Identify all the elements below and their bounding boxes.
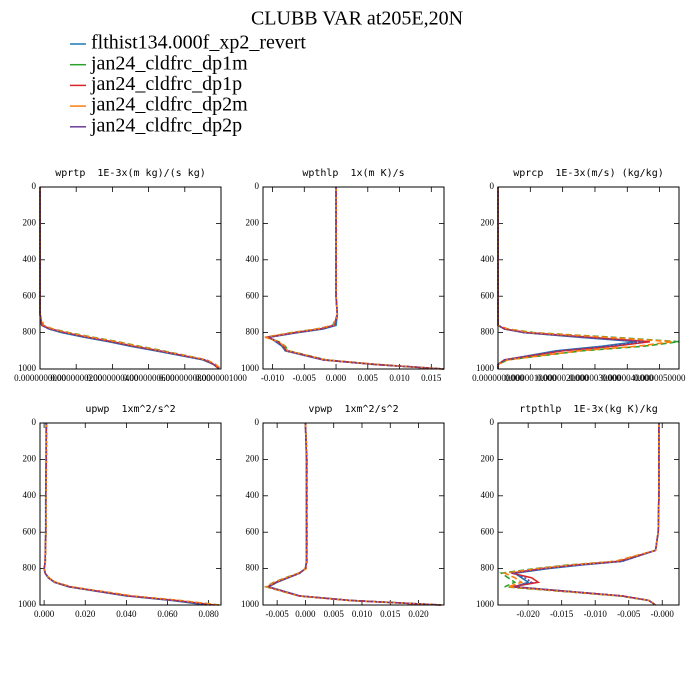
y-tick-label: 400 <box>246 490 260 500</box>
x-tick-label: 0.0000000800 <box>159 373 211 383</box>
x-tick-label: 0.005 <box>358 373 379 383</box>
panel-title: rtpthlp 1E-3x(kg K)/kg <box>519 404 657 415</box>
legend-label: jan24_cldfrc_dp1m <box>90 52 248 74</box>
y-tick-label: 600 <box>23 526 37 536</box>
x-tick-label: 0.010 <box>352 609 373 619</box>
x-tick-label: 0.060 <box>157 609 178 619</box>
x-tick-label: -0.005 <box>617 609 641 619</box>
legend-label: flthist134.000f_xp2_revert <box>91 32 306 54</box>
y-tick-label: 800 <box>246 327 260 337</box>
x-tick-label: -0.010 <box>261 373 285 383</box>
y-tick-label: 0 <box>255 181 260 191</box>
y-tick-label: 400 <box>481 490 495 500</box>
y-tick-label: 1000 <box>476 363 495 373</box>
y-tick-label: 1000 <box>241 599 260 609</box>
profile-line <box>265 422 442 606</box>
profile-line <box>510 423 660 606</box>
panel-frame <box>262 186 445 370</box>
panel-frame <box>497 422 680 606</box>
x-tick-label: 0.015 <box>421 373 442 383</box>
y-tick-label: 1000 <box>241 363 260 373</box>
y-tick-label: 200 <box>246 217 260 227</box>
y-tick-label: 800 <box>481 327 495 337</box>
y-tick-label: 0 <box>255 417 260 427</box>
y-tick-label: 800 <box>23 563 37 573</box>
panel-title: wpthlp 1x(m K)/s <box>302 168 404 179</box>
panel-frame <box>497 186 680 370</box>
x-tick-label: -0.000 <box>651 609 675 619</box>
y-tick-label: 0 <box>490 417 495 427</box>
panel-title: upwp 1xm^2/s^2 <box>85 404 175 415</box>
y-tick-label: 400 <box>481 254 495 264</box>
y-tick-label: 600 <box>246 526 260 536</box>
y-tick-label: 1000 <box>476 599 495 609</box>
x-tick-label: -0.005 <box>293 373 317 383</box>
profile-line <box>43 423 211 606</box>
y-tick-label: 400 <box>246 254 260 264</box>
panel-title: vpwp 1xm^2/s^2 <box>308 404 398 415</box>
x-tick-label: 0.015 <box>380 609 401 619</box>
x-tick-label: 0.0000010000 <box>504 373 556 383</box>
x-tick-label: -0.010 <box>584 609 608 619</box>
y-tick-label: 800 <box>23 327 37 337</box>
y-tick-label: 200 <box>23 217 37 227</box>
panel-title: wprcp 1E-3x(m/s) (kg/kg) <box>513 168 664 179</box>
panel-frame <box>262 422 445 606</box>
panel-title: wprtp 1E-3x(m kg)/(s kg) <box>55 168 206 179</box>
x-tick-label: 0.000 <box>34 609 55 619</box>
y-tick-label: 200 <box>23 453 37 463</box>
x-tick-label: 0.0000000600 <box>123 373 175 383</box>
profile-line <box>267 187 445 370</box>
y-tick-label: 0 <box>490 181 495 191</box>
panel-frame <box>39 186 222 370</box>
legend-label: jan24_cldfrc_dp2p <box>90 114 242 136</box>
x-tick-label: 0.020 <box>408 609 429 619</box>
x-tick-label: 0.0000000000 <box>14 373 66 383</box>
x-tick-label: 0.0000001000 <box>195 373 247 383</box>
x-tick-label: 0.0000020000 <box>537 373 589 383</box>
x-tick-label: 0.020 <box>75 609 96 619</box>
y-tick-label: 200 <box>481 217 495 227</box>
y-tick-label: 1000 <box>18 599 37 609</box>
x-tick-label: 0.0000040000 <box>601 373 653 383</box>
x-tick-label: 0.010 <box>389 373 410 383</box>
x-tick-label: 0.0000050000 <box>634 373 686 383</box>
x-tick-label: 0.0000030000 <box>569 373 621 383</box>
y-tick-label: 0 <box>32 417 37 427</box>
y-tick-label: 600 <box>481 290 495 300</box>
y-tick-label: 800 <box>246 563 260 573</box>
y-tick-label: 1000 <box>18 363 37 373</box>
x-tick-label: -0.005 <box>266 609 290 619</box>
y-tick-label: 600 <box>481 526 495 536</box>
figure-title: CLUBB VAR at205E,20N <box>251 8 463 30</box>
x-tick-label: 0.005 <box>324 609 345 619</box>
x-tick-label: 0.000 <box>326 373 347 383</box>
y-tick-label: 400 <box>23 490 37 500</box>
x-tick-label: 0.080 <box>199 609 220 619</box>
x-tick-label: 0.040 <box>116 609 137 619</box>
x-tick-label: 0.0000000200 <box>50 373 102 383</box>
panel-frame <box>39 422 222 606</box>
y-tick-label: 600 <box>246 290 260 300</box>
x-tick-label: -0.015 <box>550 609 574 619</box>
x-tick-label: 0.0000000000 <box>472 373 524 383</box>
legend-label: jan24_cldfrc_dp2m <box>90 94 248 116</box>
x-tick-label: -0.020 <box>517 609 541 619</box>
y-tick-label: 0 <box>32 181 37 191</box>
legend-label: jan24_cldfrc_dp1p <box>90 73 242 95</box>
x-tick-label: 0.0000000400 <box>87 373 139 383</box>
y-tick-label: 200 <box>246 453 260 463</box>
y-tick-label: 600 <box>23 290 37 300</box>
y-tick-label: 800 <box>481 563 495 573</box>
y-tick-label: 400 <box>23 254 37 264</box>
x-tick-label: 0.000 <box>295 609 316 619</box>
y-tick-label: 200 <box>481 453 495 463</box>
